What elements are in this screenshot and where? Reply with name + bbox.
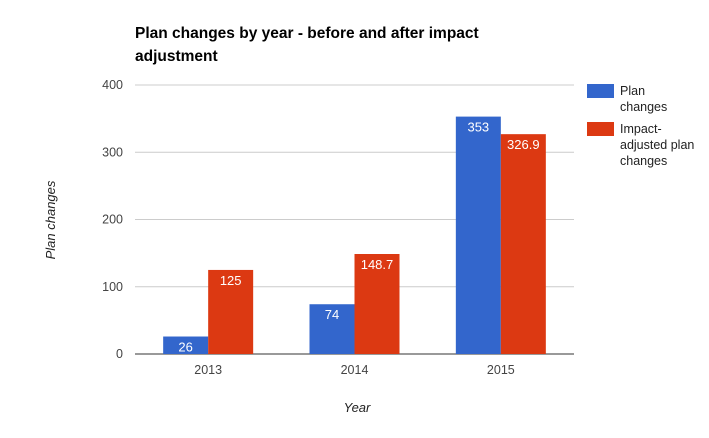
- bar-2013-series-1[interactable]: [208, 269, 254, 354]
- y-tick-label: 300: [102, 145, 123, 159]
- bar-2013-series-0[interactable]: [163, 336, 209, 354]
- legend-swatch-1[interactable]: [587, 122, 614, 136]
- x-tick-label: 2013: [194, 363, 222, 377]
- y-tick-label: 100: [102, 280, 123, 294]
- x-tick-label: 2014: [341, 363, 369, 377]
- x-tick-label: 2015: [487, 363, 515, 377]
- data-label: 74: [325, 307, 339, 322]
- data-label: 326.9: [507, 137, 540, 152]
- legend-swatch-0[interactable]: [587, 84, 614, 98]
- y-axis-title: Plan changes: [43, 180, 58, 259]
- legend-label-0[interactable]: Plan: [620, 84, 645, 98]
- legend-label-1[interactable]: changes: [620, 154, 667, 168]
- bar-2015-series-0[interactable]: [455, 116, 501, 354]
- legend-label-1[interactable]: Impact-: [620, 122, 662, 136]
- bar-2015-series-1[interactable]: [500, 134, 546, 354]
- y-tick-label: 200: [102, 213, 123, 227]
- chart-title-line-1: Plan changes by year - before and after …: [135, 25, 479, 42]
- data-label: 26: [178, 340, 192, 355]
- chart-title-line-2: adjustment: [135, 48, 218, 65]
- data-label: 125: [220, 273, 242, 288]
- legend-label-0[interactable]: changes: [620, 100, 667, 114]
- data-label: 148.7: [361, 257, 394, 272]
- data-label: 353: [467, 120, 489, 135]
- x-axis-title: Year: [344, 400, 371, 415]
- legend-label-1[interactable]: adjusted plan: [620, 138, 694, 152]
- bar-2014-series-1[interactable]: [354, 253, 400, 354]
- y-tick-label: 0: [116, 347, 123, 361]
- bar-2014-series-0[interactable]: [309, 304, 355, 354]
- y-tick-label: 400: [102, 78, 123, 92]
